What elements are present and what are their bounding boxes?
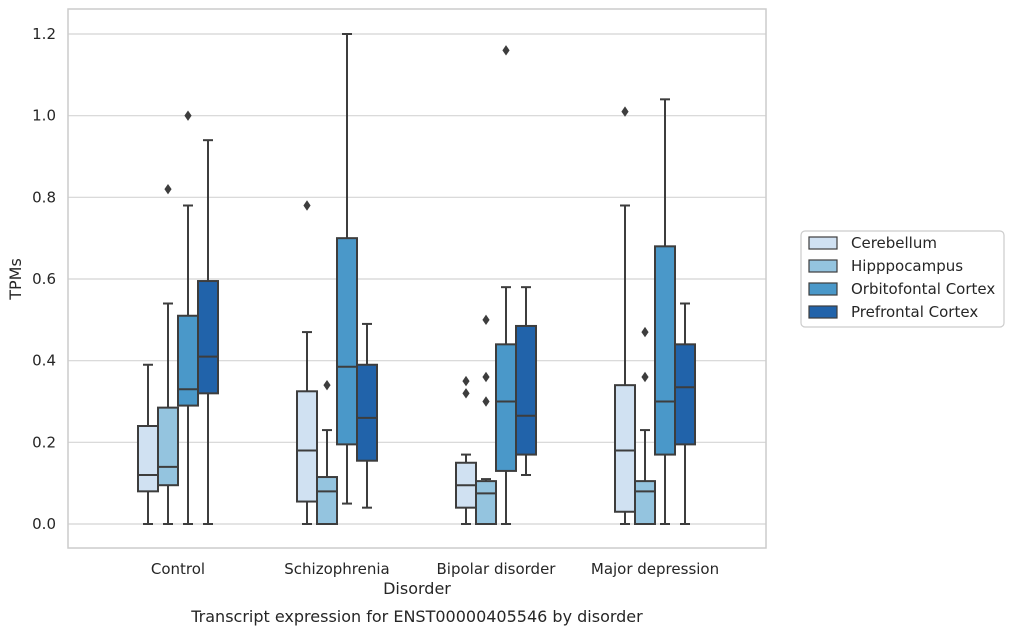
legend-label: Cerebellum xyxy=(851,234,937,252)
y-tick-label: 1.2 xyxy=(32,25,56,43)
outlier-point xyxy=(482,314,490,326)
y-axis-ticks: 0.0 0.2 0.4 0.6 0.8 1.0 1.2 xyxy=(32,25,56,533)
box-body xyxy=(157,406,179,487)
chart-caption: Transcript expression for ENST0000040554… xyxy=(190,607,643,626)
box-3-3 xyxy=(674,302,696,525)
box-body xyxy=(197,280,219,395)
box-series xyxy=(137,33,696,525)
box-body xyxy=(495,343,517,472)
outlier-point xyxy=(482,396,490,407)
outlier-point xyxy=(462,388,470,399)
box-3-1 xyxy=(634,326,656,525)
x-axis-ticks: Control Schizophrenia Bipolar disorder Majo… xyxy=(151,560,719,578)
x-axis-title: Disorder xyxy=(383,579,451,598)
x-tick-label: Bipolar disorder xyxy=(437,560,557,578)
legend-swatch xyxy=(808,236,838,250)
box-body xyxy=(654,245,676,456)
x-tick-label: Major depression xyxy=(591,560,719,578)
outlier-point xyxy=(641,371,649,383)
box-body xyxy=(356,363,378,462)
y-tick-label: 0.8 xyxy=(32,188,56,206)
box-2-1 xyxy=(475,314,497,525)
outlier-point xyxy=(184,110,192,121)
y-axis-title: TPMs xyxy=(6,258,25,301)
legend-frame xyxy=(800,230,1005,328)
box-body xyxy=(177,314,199,407)
box-2-0 xyxy=(455,375,477,525)
outlier-point xyxy=(621,106,629,117)
legend-label: Prefrontal Cortex xyxy=(851,303,978,321)
outlier-point xyxy=(502,45,510,56)
outlier-point xyxy=(323,379,331,391)
legend-swatch xyxy=(808,259,838,273)
box-body xyxy=(475,480,497,525)
box-1-0 xyxy=(296,200,318,525)
box-0-2 xyxy=(177,110,199,525)
box-2-3 xyxy=(515,286,537,476)
plot-frame xyxy=(67,8,767,549)
box-0-0 xyxy=(137,363,159,525)
y-tick-label: 0.4 xyxy=(32,352,56,370)
y-tick-label: 0.6 xyxy=(32,270,56,288)
x-tick-label: Control xyxy=(151,560,205,578)
box-body xyxy=(316,476,338,525)
box-body xyxy=(336,237,358,446)
box-body xyxy=(674,343,696,446)
box-0-3 xyxy=(197,139,219,525)
box-body xyxy=(515,324,537,456)
outlier-point xyxy=(164,183,172,195)
y-tick-label: 0.2 xyxy=(32,433,56,451)
legend: Cerebellum Hipppocampus Orbitofontal Corte… xyxy=(800,230,1005,328)
legend-swatch xyxy=(808,305,838,319)
box-3-0 xyxy=(614,106,636,525)
box-body xyxy=(634,480,656,525)
box-body xyxy=(137,425,159,493)
box-3-2 xyxy=(654,98,676,525)
box-body xyxy=(614,384,636,513)
box-1-1 xyxy=(316,379,338,525)
outlier-point xyxy=(641,326,649,338)
outlier-point xyxy=(462,375,470,387)
box-0-1 xyxy=(157,183,179,525)
box-1-2 xyxy=(336,33,358,505)
legend-label: Hipppocampus xyxy=(851,257,963,275)
y-tick-label: 0.0 xyxy=(32,515,56,533)
legend-label: Orbitofontal Cortex xyxy=(851,280,995,298)
x-tick-label: Schizophrenia xyxy=(284,560,389,578)
box-body xyxy=(296,390,318,503)
y-tick-label: 1.0 xyxy=(32,107,56,125)
box-1-3 xyxy=(356,322,378,509)
outlier-point xyxy=(482,371,490,383)
legend-swatch xyxy=(808,282,838,296)
outlier-point xyxy=(303,200,311,211)
